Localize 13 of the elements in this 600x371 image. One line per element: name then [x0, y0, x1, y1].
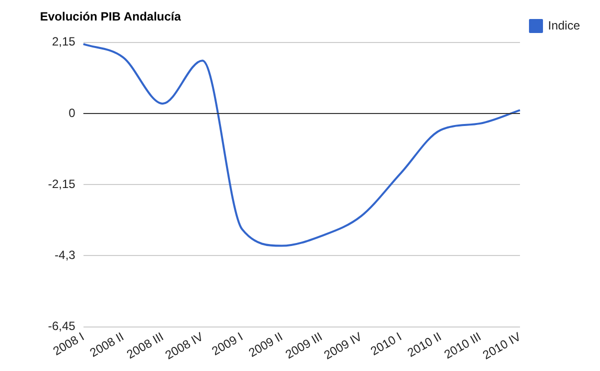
y-tick-label: -2,15	[48, 176, 76, 191]
x-tick-label: 2009 I	[209, 329, 246, 358]
line-series	[82, 43, 521, 247]
y-tick-label: 0	[68, 106, 76, 120]
legend-label: Indice	[548, 18, 580, 32]
y-tick-label: -6,45	[48, 319, 76, 334]
x-tick-label: 2009 II	[246, 329, 285, 360]
x-tick-label: 2010 II	[404, 329, 444, 360]
x-tick-label: 2010 I	[368, 329, 404, 358]
x-tick-label: 2008 II	[87, 329, 126, 360]
y-tick-label: -4,3	[54, 248, 76, 262]
y-tick-label: 2,15	[52, 34, 76, 49]
chart-title: Evolución PIB Andalucía	[40, 10, 182, 24]
